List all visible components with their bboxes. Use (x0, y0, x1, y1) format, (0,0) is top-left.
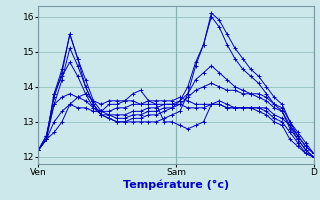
X-axis label: Température (°c): Température (°c) (123, 180, 229, 190)
